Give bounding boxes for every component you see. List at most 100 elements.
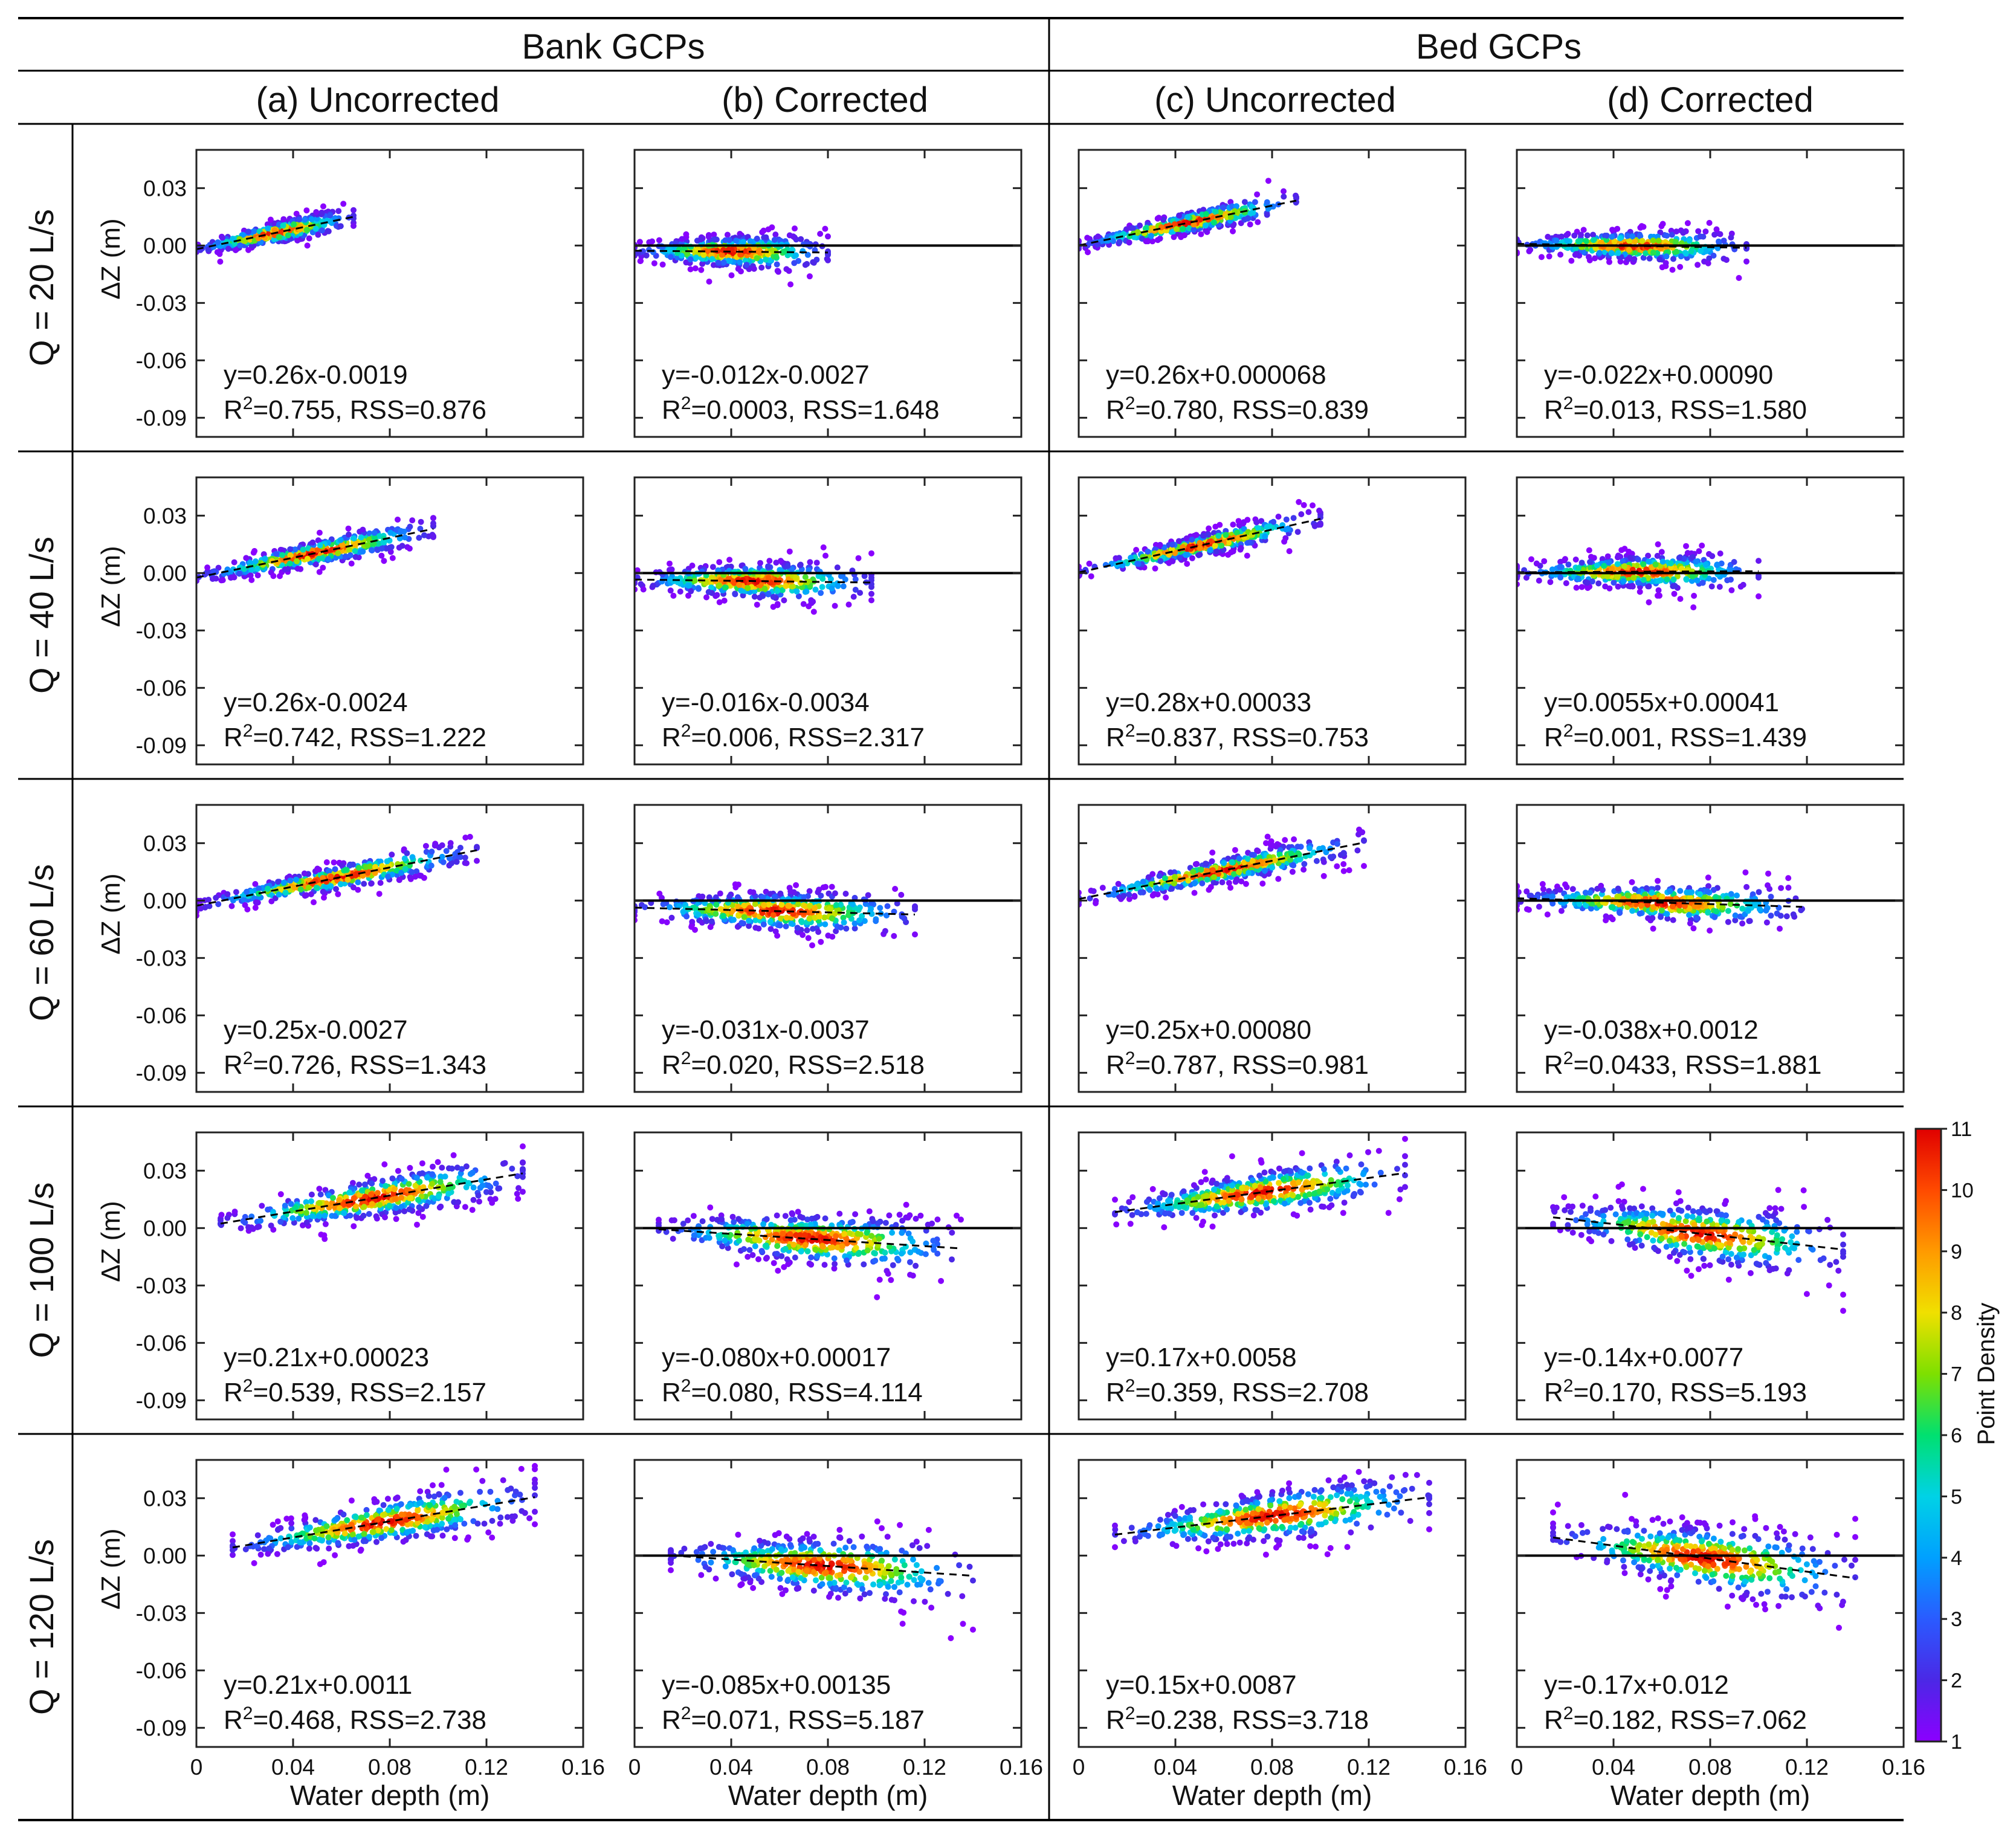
scatter-point (797, 579, 804, 586)
scatter-point (717, 576, 724, 583)
scatter-point (240, 231, 246, 238)
scatter-point (353, 540, 360, 547)
scatter-point (1262, 868, 1268, 874)
scatter-point (767, 579, 774, 586)
scatter-point (416, 535, 422, 541)
scatter-point (364, 870, 371, 876)
scatter-point (659, 918, 665, 925)
scatter-point (699, 893, 706, 900)
scatter-point (650, 583, 656, 589)
scatter-point (376, 891, 383, 897)
scatter-point (832, 602, 838, 609)
scatter-point (667, 904, 673, 911)
scatter-point (1557, 251, 1564, 258)
scatter-point (293, 876, 299, 883)
scatter-point (1646, 599, 1652, 605)
scatter-point (806, 888, 813, 894)
scatter-point (428, 848, 435, 855)
scatter-points (196, 833, 480, 919)
scatter-point (683, 231, 690, 237)
scatter-point (1670, 576, 1677, 583)
scatter-point (1568, 257, 1575, 264)
scatter-point (1228, 549, 1235, 555)
scatter-point (1683, 576, 1690, 583)
scatter-point (638, 581, 644, 587)
scatter-point (758, 264, 765, 271)
scatter-point (684, 251, 691, 257)
regression-equation: y=0.26x-0.0019 (224, 360, 408, 390)
scatter-point (760, 894, 766, 901)
scatter-point (1116, 239, 1123, 245)
scatter-point (719, 251, 725, 258)
scatter-point (1625, 256, 1632, 262)
scatter-point (1192, 861, 1199, 868)
scatter-point (1605, 245, 1612, 251)
scatter-point (256, 885, 262, 892)
scatter-point (1716, 238, 1722, 245)
scatter-point (845, 601, 852, 608)
scatter-point (760, 227, 767, 234)
scatter-point (1664, 576, 1670, 583)
scatter-point (1171, 234, 1177, 240)
scatter-point (708, 574, 715, 581)
scatter-point (696, 586, 702, 592)
scatter-point (1614, 573, 1621, 580)
scatter-point (783, 914, 790, 921)
scatter-point (818, 938, 824, 945)
fit-statistics: R2=0.013, RSS=1.580 (1544, 393, 1807, 425)
scatter-point (668, 566, 675, 573)
scatter-point (360, 548, 366, 555)
scatter-point (402, 534, 408, 541)
scatter-point (660, 901, 667, 908)
row-label: Q = 120 L/s (22, 1539, 60, 1715)
scatter-point (1756, 558, 1762, 564)
scatter-point (1156, 873, 1163, 879)
scatter-point (792, 225, 798, 232)
scatter-point (308, 891, 314, 897)
fit-statistics: R2=0.837, RSS=0.753 (1106, 721, 1369, 752)
scatter-point (798, 919, 805, 926)
scatter-point (1291, 836, 1297, 842)
scatter-point (705, 233, 712, 240)
scatter-point (1659, 264, 1665, 271)
scatter-point (409, 869, 415, 876)
scatter-point (1236, 855, 1242, 862)
scatter-point (1294, 844, 1301, 850)
scatter-point (1227, 214, 1234, 221)
scatter-point (1592, 255, 1598, 262)
scatter-point (1167, 869, 1174, 876)
scatter-point (1678, 253, 1684, 260)
scatter-point (1212, 543, 1218, 549)
scatter-point (302, 216, 308, 223)
scatter-point (360, 526, 366, 533)
scatter-point (317, 542, 323, 549)
scatter-point (1724, 577, 1731, 584)
scatter-point (688, 588, 694, 595)
scatter-point (1563, 232, 1570, 239)
scatter-point (787, 888, 794, 895)
scatter-point (1231, 871, 1238, 877)
scatter-point (1640, 254, 1647, 261)
scatter-point (1646, 558, 1652, 565)
scatter-point (716, 583, 723, 589)
scatter-point (1557, 564, 1563, 570)
scatter-point (1691, 593, 1698, 599)
scatter-point (646, 239, 653, 245)
scatter-point (712, 911, 719, 917)
scatter-point (1316, 508, 1322, 514)
scatter-point (1615, 250, 1621, 256)
scatter-point (1305, 509, 1312, 515)
scatter-point (313, 885, 320, 891)
scatter-point (219, 577, 226, 584)
scatter-point (267, 216, 274, 223)
scatter-point (346, 547, 353, 554)
scatter-point (291, 885, 298, 891)
scatter-point (237, 242, 244, 249)
scatter-point (656, 237, 662, 244)
scatter-point (825, 257, 831, 263)
scatter-point (1169, 546, 1175, 552)
scatter-point (1545, 233, 1551, 240)
scatter-point (297, 886, 304, 893)
scatter-point (280, 222, 286, 229)
